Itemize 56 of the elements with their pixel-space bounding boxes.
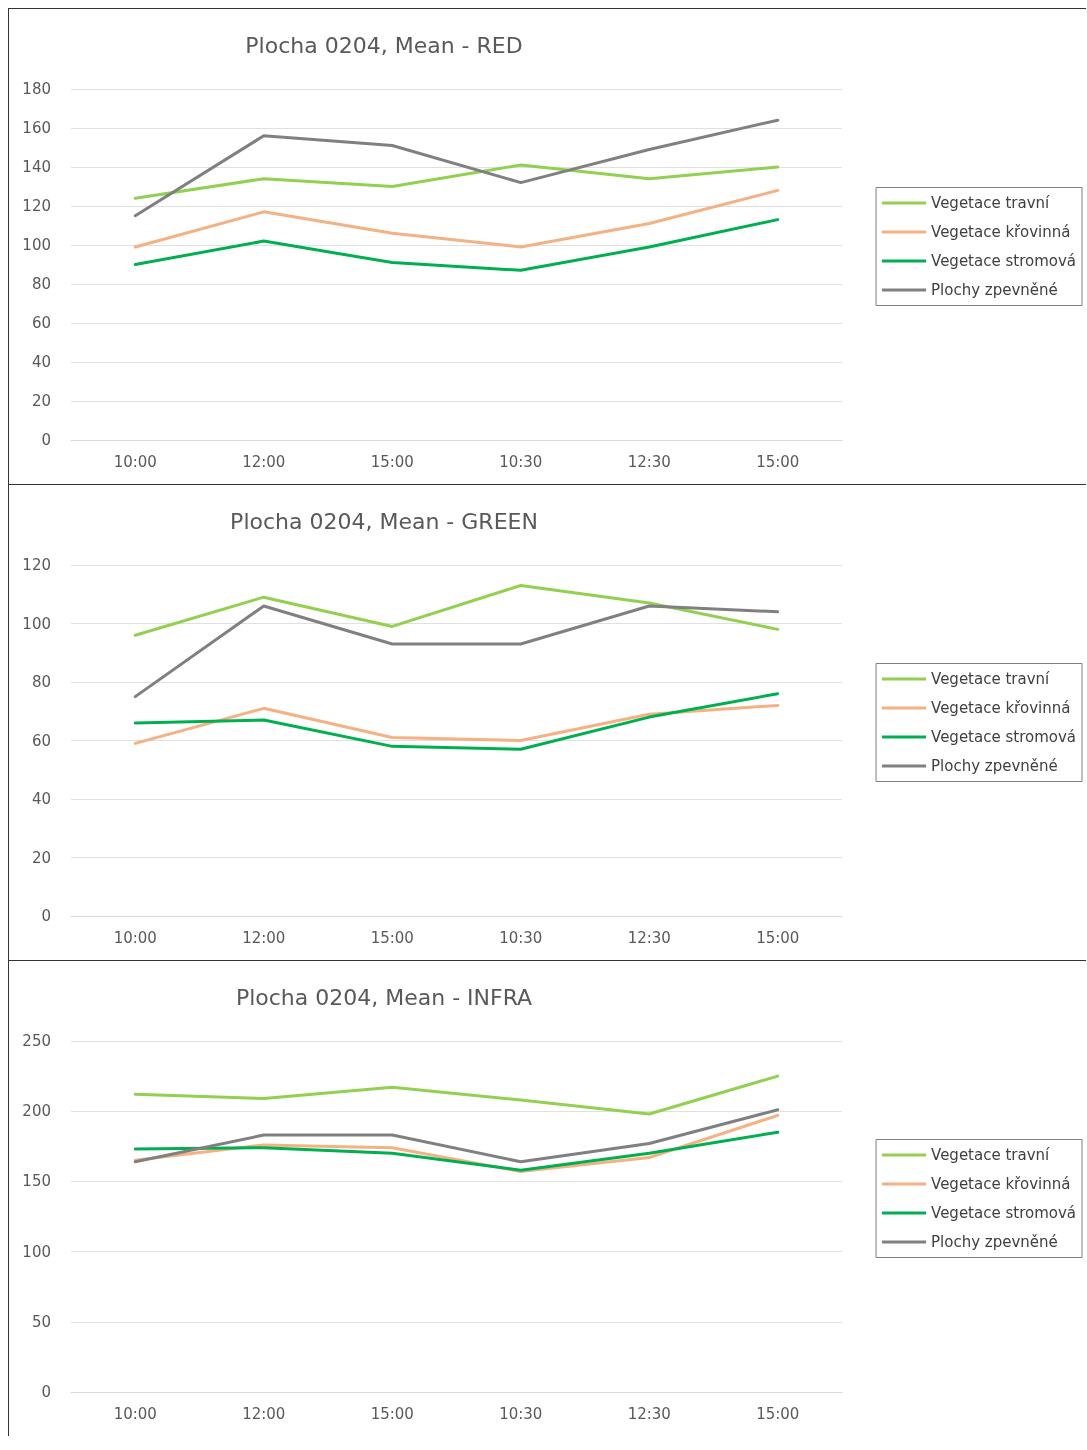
y-tick-label: 80: [31, 673, 51, 691]
x-tick-label: 15:00: [756, 928, 800, 947]
x-tick-label: 10:30: [499, 1404, 543, 1423]
y-tick-label: 0: [41, 907, 51, 925]
legend-label: Plochy zpevněné: [931, 281, 1058, 299]
y-tick-label: 0: [41, 431, 51, 449]
y-tick-label: 180: [22, 80, 51, 98]
y-tick-label: 200: [22, 1102, 51, 1121]
x-tick-label: 10:30: [499, 928, 543, 947]
y-tick-label: 20: [31, 848, 51, 867]
legend-label: Vegetace travní: [931, 1146, 1051, 1164]
x-tick-label: 12:30: [627, 928, 671, 947]
y-tick-label: 60: [31, 731, 51, 750]
y-tick-label: 150: [22, 1172, 51, 1191]
x-tick-label: 15:00: [756, 452, 800, 471]
y-tick-label: 0: [41, 1383, 51, 1401]
x-tick-label: 12:00: [242, 452, 286, 471]
x-tick-label: 15:00: [370, 452, 414, 471]
y-tick-label: 80: [31, 275, 51, 293]
y-tick-label: 40: [31, 353, 51, 371]
x-tick-label: 15:00: [370, 1404, 414, 1423]
legend-label: Vegetace křovinná: [931, 699, 1071, 717]
y-tick-label: 120: [22, 556, 51, 574]
legend-label: Plochy zpevněné: [931, 757, 1058, 775]
y-tick-label: 100: [22, 614, 51, 633]
y-tick-label: 140: [22, 158, 51, 176]
legend-label: Vegetace travní: [931, 670, 1051, 688]
y-tick-label: 100: [22, 236, 51, 254]
legend-label: Vegetace travní: [931, 194, 1051, 212]
chart-title: Plocha 0204, Mean - GREEN: [230, 508, 538, 534]
x-tick-label: 12:00: [242, 928, 286, 947]
x-tick-label: 15:00: [370, 928, 414, 947]
x-tick-label: 12:30: [627, 452, 671, 471]
y-tick-label: 20: [31, 392, 51, 410]
y-tick-label: 100: [22, 1242, 51, 1261]
y-tick-label: 250: [22, 1032, 51, 1050]
legend-label: Vegetace stromová: [931, 728, 1077, 746]
x-tick-label: 15:00: [756, 1404, 800, 1423]
x-tick-label: 12:00: [242, 1404, 286, 1423]
y-tick-label: 50: [31, 1312, 51, 1331]
legend-label: Vegetace křovinná: [931, 1175, 1071, 1193]
legend-label: Vegetace stromová: [931, 1204, 1077, 1222]
x-tick-label: 10:30: [499, 452, 543, 471]
x-tick-label: 10:00: [113, 1404, 157, 1423]
x-tick-label: 10:00: [113, 452, 157, 471]
legend-label: Vegetace křovinná: [931, 223, 1071, 241]
chart-title: Plocha 0204, Mean - INFRA: [235, 984, 533, 1010]
x-tick-label: 10:00: [113, 928, 157, 947]
y-tick-label: 40: [31, 790, 51, 808]
legend-label: Plochy zpevněné: [931, 1233, 1058, 1251]
chart-title: Plocha 0204, Mean - RED: [245, 32, 523, 58]
y-tick-label: 60: [31, 314, 51, 332]
y-tick-label: 160: [22, 119, 51, 137]
y-tick-label: 120: [22, 197, 51, 215]
legend-label: Vegetace stromová: [931, 252, 1077, 270]
x-tick-label: 12:30: [627, 1404, 671, 1423]
